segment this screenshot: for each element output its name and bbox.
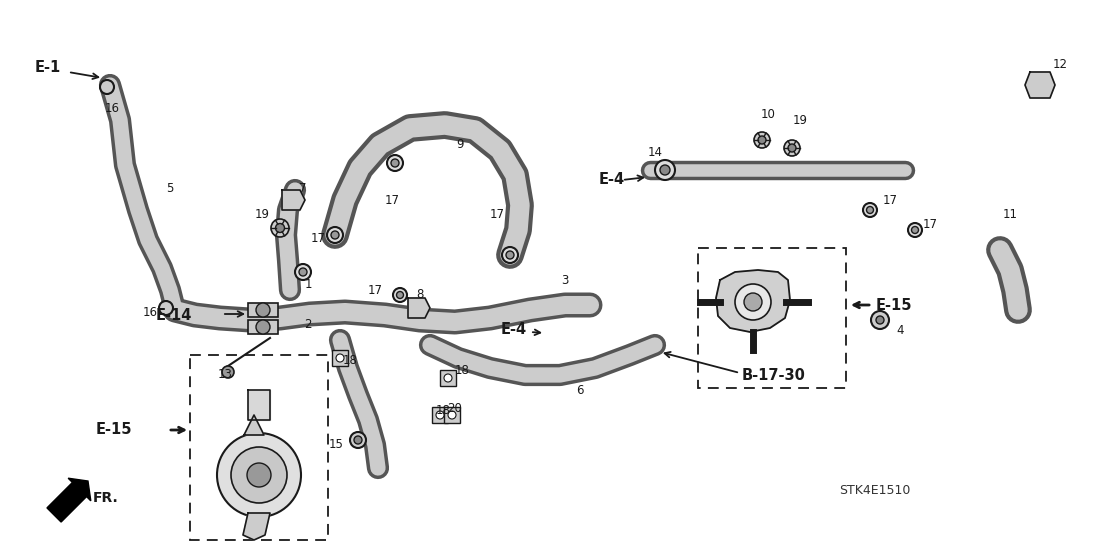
Text: 19: 19 <box>255 208 269 222</box>
Circle shape <box>299 268 307 276</box>
Text: 18: 18 <box>454 363 470 377</box>
Polygon shape <box>408 298 430 318</box>
Text: 8: 8 <box>417 289 423 301</box>
Bar <box>432 407 448 423</box>
Circle shape <box>437 411 444 419</box>
Bar <box>440 370 456 386</box>
Polygon shape <box>1025 72 1055 98</box>
Circle shape <box>393 288 407 302</box>
Text: 4: 4 <box>896 324 904 336</box>
Circle shape <box>444 374 452 382</box>
Text: 16: 16 <box>143 305 157 319</box>
Circle shape <box>863 203 878 217</box>
Circle shape <box>331 231 339 239</box>
Text: 17: 17 <box>384 194 400 206</box>
Polygon shape <box>243 513 270 540</box>
Circle shape <box>758 136 766 144</box>
Text: 11: 11 <box>1003 208 1017 222</box>
Text: 18: 18 <box>342 353 358 367</box>
Text: 13: 13 <box>217 368 233 382</box>
Text: 3: 3 <box>562 274 568 286</box>
Text: 14: 14 <box>647 145 663 159</box>
Circle shape <box>276 223 285 232</box>
Circle shape <box>336 354 343 362</box>
Circle shape <box>743 293 762 311</box>
Circle shape <box>912 227 919 233</box>
Polygon shape <box>248 390 270 420</box>
Polygon shape <box>47 478 91 522</box>
Circle shape <box>222 366 234 378</box>
Circle shape <box>448 411 456 419</box>
Text: 17: 17 <box>368 284 382 296</box>
Text: 19: 19 <box>792 113 808 127</box>
Text: 18: 18 <box>435 404 451 416</box>
Polygon shape <box>244 415 264 435</box>
Circle shape <box>160 301 173 315</box>
Text: E-4: E-4 <box>599 173 625 187</box>
Text: 15: 15 <box>329 439 343 451</box>
Text: 17: 17 <box>310 232 326 244</box>
Text: E-15: E-15 <box>876 298 913 312</box>
Text: 6: 6 <box>576 383 584 397</box>
Bar <box>248 303 278 317</box>
Text: E-14: E-14 <box>155 307 192 322</box>
Text: 1: 1 <box>305 279 311 291</box>
Circle shape <box>387 155 403 171</box>
Circle shape <box>907 223 922 237</box>
Text: B-17-30: B-17-30 <box>742 368 806 383</box>
Text: 12: 12 <box>1053 59 1067 71</box>
Circle shape <box>256 303 270 317</box>
Bar <box>698 248 847 388</box>
Polygon shape <box>716 270 790 332</box>
Circle shape <box>391 159 399 167</box>
Circle shape <box>327 227 343 243</box>
Bar <box>248 320 278 334</box>
Circle shape <box>100 80 114 94</box>
Circle shape <box>866 206 873 213</box>
Circle shape <box>397 291 403 299</box>
Circle shape <box>784 140 800 156</box>
Text: 10: 10 <box>760 108 776 122</box>
Text: E-1: E-1 <box>34 60 61 75</box>
Text: STK4E1510: STK4E1510 <box>840 483 911 497</box>
Polygon shape <box>283 190 305 210</box>
Circle shape <box>655 160 675 180</box>
Bar <box>332 350 348 366</box>
Text: 9: 9 <box>456 138 464 152</box>
Text: 17: 17 <box>490 208 504 222</box>
Text: 5: 5 <box>166 181 174 195</box>
Text: 2: 2 <box>305 319 311 331</box>
Text: E-15: E-15 <box>95 422 132 437</box>
Circle shape <box>755 132 770 148</box>
Text: FR.: FR. <box>93 491 119 505</box>
Circle shape <box>295 264 311 280</box>
Circle shape <box>271 219 289 237</box>
Circle shape <box>353 436 362 444</box>
Text: 16: 16 <box>104 102 120 114</box>
Circle shape <box>217 433 301 517</box>
Text: 7: 7 <box>299 181 307 195</box>
Circle shape <box>350 432 366 448</box>
Text: 20: 20 <box>448 401 462 415</box>
Bar <box>444 407 460 423</box>
Circle shape <box>502 247 519 263</box>
Circle shape <box>876 316 884 324</box>
Text: 17: 17 <box>923 218 937 232</box>
Circle shape <box>230 447 287 503</box>
Text: 17: 17 <box>882 194 897 206</box>
Circle shape <box>247 463 271 487</box>
Bar <box>189 355 328 540</box>
Circle shape <box>735 284 771 320</box>
Circle shape <box>660 165 670 175</box>
Circle shape <box>788 144 796 152</box>
Circle shape <box>256 320 270 334</box>
Circle shape <box>506 251 514 259</box>
Circle shape <box>871 311 889 329</box>
Text: E-4: E-4 <box>501 322 527 337</box>
